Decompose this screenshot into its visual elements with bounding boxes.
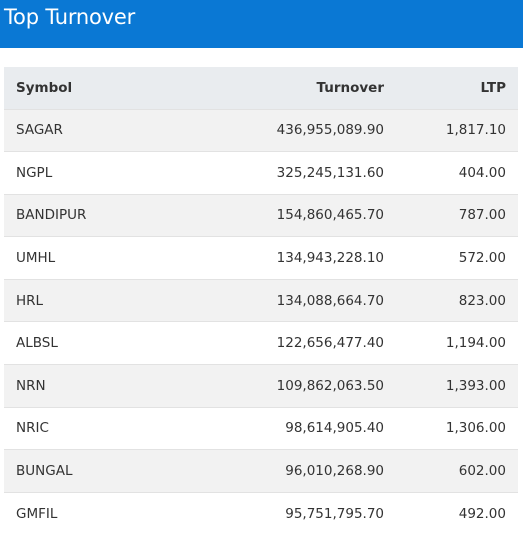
table-row[interactable]: UMHL 134,943,228.10 572.00	[4, 236, 518, 280]
cell-turnover: 134,943,228.10	[276, 250, 384, 267]
table-row[interactable]: GMFIL 95,751,795.70 492.00	[4, 492, 518, 535]
page-title: Top Turnover	[4, 5, 136, 29]
cell-symbol[interactable]: NRIC	[16, 420, 49, 437]
cell-ltp: 1,306.00	[445, 420, 506, 437]
cell-turnover: 109,862,063.50	[276, 377, 384, 394]
cell-turnover: 154,860,465.70	[276, 207, 384, 224]
cell-symbol[interactable]: GMFIL	[16, 505, 58, 522]
table-row[interactable]: SAGAR 436,955,089.90 1,817.10	[4, 109, 518, 152]
cell-turnover: 122,656,477.40	[276, 335, 384, 352]
cell-ltp: 1,393.00	[445, 377, 506, 394]
cell-turnover: 98,614,905.40	[285, 420, 384, 437]
cell-ltp: 1,817.10	[445, 122, 506, 139]
cell-symbol[interactable]: NRN	[16, 377, 46, 394]
cell-symbol[interactable]: UMHL	[16, 250, 56, 267]
cell-ltp: 787.00	[458, 207, 506, 224]
table-row[interactable]: NGPL 325,245,131.60 404.00	[4, 151, 518, 195]
table-row[interactable]: NRN 109,862,063.50 1,393.00	[4, 364, 518, 408]
table-header-row: Symbol Turnover LTP	[4, 67, 518, 109]
cell-symbol[interactable]: BANDIPUR	[16, 207, 87, 224]
cell-ltp: 572.00	[458, 250, 506, 267]
cell-symbol[interactable]: HRL	[16, 292, 44, 309]
cell-ltp: 492.00	[458, 505, 506, 522]
column-header-symbol[interactable]: Symbol	[16, 79, 73, 96]
table-row[interactable]: ALBSL 122,656,477.40 1,194.00	[4, 321, 518, 365]
cell-symbol[interactable]: ALBSL	[16, 335, 58, 352]
cell-turnover: 134,088,664.70	[276, 292, 384, 309]
cell-ltp: 823.00	[458, 292, 506, 309]
table-row[interactable]: NRIC 98,614,905.40 1,306.00	[4, 407, 518, 450]
cell-ltp: 404.00	[458, 164, 506, 181]
table-row[interactable]: BUNGAL 96,010,268.90 602.00	[4, 449, 518, 493]
column-header-turnover[interactable]: Turnover	[316, 79, 385, 96]
cell-symbol[interactable]: NGPL	[16, 164, 53, 181]
cell-turnover: 96,010,268.90	[285, 463, 384, 480]
page-header: Top Turnover	[0, 0, 523, 48]
cell-turnover: 436,955,089.90	[276, 122, 384, 139]
cell-ltp: 602.00	[458, 463, 506, 480]
cell-ltp: 1,194.00	[445, 335, 506, 352]
cell-symbol[interactable]: BUNGAL	[16, 463, 73, 480]
cell-turnover: 95,751,795.70	[285, 505, 384, 522]
cell-turnover: 325,245,131.60	[276, 164, 384, 181]
table-row[interactable]: BANDIPUR 154,860,465.70 787.00	[4, 194, 518, 237]
table-row[interactable]: HRL 134,088,664.70 823.00	[4, 279, 518, 322]
cell-symbol[interactable]: SAGAR	[16, 122, 63, 139]
top-turnover-table: Symbol Turnover LTP SAGAR 436,955,089.90…	[4, 67, 518, 535]
column-header-ltp[interactable]: LTP	[480, 79, 506, 96]
